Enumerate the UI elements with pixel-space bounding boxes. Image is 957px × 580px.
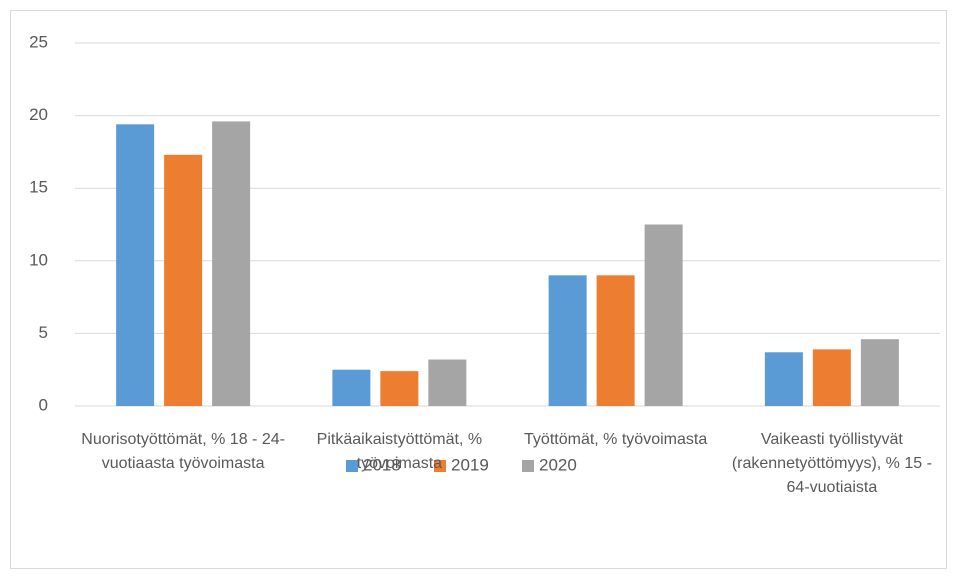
y-tick-label: 0 xyxy=(39,395,48,414)
bar xyxy=(644,224,683,406)
legend-swatch xyxy=(522,460,534,472)
bar xyxy=(164,154,203,406)
legend-swatch xyxy=(346,460,358,472)
bar xyxy=(380,371,419,406)
legend-label: 2019 xyxy=(451,455,489,474)
bar xyxy=(764,352,803,406)
x-tick-label: Nuorisotyöttömät, % 18 - 24-vuotiaasta t… xyxy=(81,431,285,472)
legend-swatch xyxy=(434,460,446,472)
bar xyxy=(428,359,467,406)
bar xyxy=(548,275,587,406)
y-tick-label: 20 xyxy=(29,105,48,124)
x-tick-label: Vaikeasti työllistyvät (rakennetyöttömyy… xyxy=(731,431,932,496)
legend-label: 2018 xyxy=(363,455,401,474)
y-tick-label: 25 xyxy=(29,32,48,51)
x-tick-label: Pitkäaikaistyöttömät, % työvoimasta xyxy=(316,431,483,472)
bar xyxy=(212,121,251,407)
y-tick-label: 5 xyxy=(39,323,48,342)
x-tick-label: Työttömät, % työvoimasta xyxy=(524,431,708,448)
bar xyxy=(116,124,155,406)
bar xyxy=(596,275,635,406)
bar xyxy=(812,349,851,406)
bar xyxy=(860,339,899,406)
y-tick-label: 10 xyxy=(29,250,48,269)
legend-label: 2020 xyxy=(539,455,577,474)
bar xyxy=(332,369,371,406)
y-tick-label: 15 xyxy=(29,178,48,197)
